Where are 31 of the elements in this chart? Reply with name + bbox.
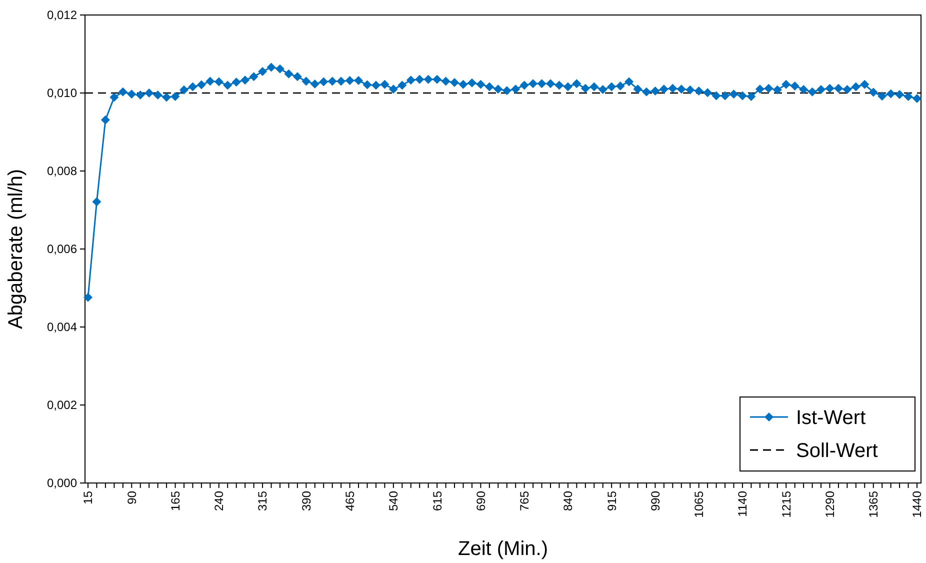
y-tick-label: 0,006 [46,242,78,256]
y-tick-label: 0,008 [46,164,78,178]
x-tick-label: 1440 [910,490,924,518]
x-tick-label: 1290 [822,490,837,518]
y-tick-label: 0,002 [46,398,78,412]
x-tick-label: 1215 [779,490,794,518]
x-tick-label: 915 [604,490,619,512]
x-tick-label: 690 [474,490,488,512]
x-tick-label: 990 [648,490,662,512]
x-tick-label: 465 [342,490,357,512]
y-tick-label: 0,004 [46,320,78,334]
x-axis-title: Zeit (Min.) [458,538,548,560]
y-tick-label: 0,012 [46,8,78,22]
x-tick-label: 1065 [692,490,706,518]
x-tick-label: 1140 [736,490,750,517]
y-tick-label: 0,010 [46,86,78,100]
y-tick-label: 0,000 [46,476,78,490]
x-tick-label: 840 [561,490,576,512]
x-tick-label: 765 [518,490,532,512]
legend-label: Soll-Wert [796,440,878,462]
legend-label: Ist-Wert [796,407,866,429]
x-tick-label: 390 [299,490,314,512]
y-axis-title: Abgaberate (ml/h) [5,168,27,330]
x-tick-label: 90 [124,490,139,504]
x-tick-label: 1365 [866,490,881,518]
x-tick-label: 165 [168,490,182,512]
x-tick-label: 540 [386,490,401,512]
x-tick-label: 240 [212,490,226,512]
x-tick-label: 615 [430,490,444,512]
x-tick-label: 15 [81,490,96,504]
x-tick-label: 315 [256,490,270,512]
